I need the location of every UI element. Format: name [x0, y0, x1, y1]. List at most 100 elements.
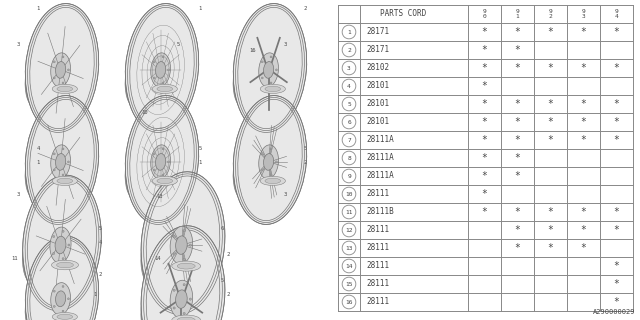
- Ellipse shape: [152, 176, 177, 186]
- Text: *: *: [580, 63, 586, 73]
- Text: *: *: [614, 225, 620, 235]
- Ellipse shape: [265, 86, 280, 92]
- Text: *: *: [580, 135, 586, 145]
- Circle shape: [270, 174, 272, 176]
- Text: 3: 3: [284, 43, 287, 47]
- Text: 28101: 28101: [366, 117, 389, 126]
- Text: 3: 3: [204, 276, 207, 281]
- Text: 28111B: 28111B: [366, 207, 394, 217]
- Text: 8: 8: [347, 156, 351, 161]
- Text: *: *: [481, 189, 488, 199]
- Text: *: *: [580, 99, 586, 109]
- Text: 28171: 28171: [366, 28, 389, 36]
- Circle shape: [153, 169, 156, 171]
- Circle shape: [53, 169, 55, 171]
- Text: 12: 12: [345, 228, 353, 233]
- Circle shape: [68, 244, 70, 246]
- Text: 16: 16: [250, 47, 256, 52]
- Ellipse shape: [51, 53, 70, 87]
- Ellipse shape: [172, 315, 200, 320]
- Text: *: *: [548, 117, 554, 127]
- Text: 3: 3: [177, 193, 180, 197]
- Ellipse shape: [52, 176, 77, 186]
- Ellipse shape: [156, 61, 166, 78]
- Ellipse shape: [234, 96, 307, 224]
- Ellipse shape: [170, 280, 193, 318]
- Text: 9
4: 9 4: [614, 9, 618, 19]
- Circle shape: [162, 174, 164, 176]
- Text: *: *: [515, 135, 520, 145]
- Text: 3: 3: [284, 193, 287, 197]
- Text: *: *: [515, 153, 520, 163]
- Circle shape: [62, 230, 64, 232]
- Text: *: *: [614, 117, 620, 127]
- Circle shape: [52, 252, 55, 254]
- Text: 28111: 28111: [366, 226, 389, 235]
- Ellipse shape: [26, 236, 99, 320]
- Ellipse shape: [144, 267, 187, 320]
- Text: *: *: [614, 279, 620, 289]
- Text: 10: 10: [141, 109, 148, 115]
- Text: 3: 3: [17, 43, 20, 47]
- Ellipse shape: [259, 53, 278, 87]
- Ellipse shape: [260, 84, 285, 93]
- Circle shape: [67, 298, 69, 300]
- Circle shape: [62, 56, 64, 58]
- Circle shape: [275, 69, 277, 71]
- Circle shape: [62, 148, 64, 150]
- Text: 3: 3: [74, 276, 77, 281]
- Text: 1: 1: [198, 159, 202, 164]
- Bar: [338, 5, 633, 311]
- Circle shape: [53, 153, 55, 155]
- Text: 28111: 28111: [366, 244, 389, 252]
- Text: 28111: 28111: [366, 298, 389, 307]
- Circle shape: [168, 161, 170, 163]
- Ellipse shape: [128, 41, 165, 109]
- Text: *: *: [548, 135, 554, 145]
- Text: 11: 11: [12, 255, 19, 260]
- Ellipse shape: [177, 263, 195, 269]
- Text: *: *: [515, 99, 520, 109]
- Text: 2: 2: [303, 5, 307, 11]
- Ellipse shape: [52, 84, 77, 93]
- Ellipse shape: [56, 291, 66, 307]
- Ellipse shape: [264, 61, 274, 78]
- Text: *: *: [580, 243, 586, 253]
- Ellipse shape: [22, 175, 101, 311]
- Text: 4: 4: [347, 84, 351, 89]
- Text: *: *: [548, 63, 554, 73]
- Ellipse shape: [177, 317, 195, 320]
- Circle shape: [173, 235, 175, 237]
- Circle shape: [162, 82, 164, 84]
- Ellipse shape: [152, 84, 177, 93]
- Ellipse shape: [236, 133, 273, 201]
- Text: 2: 2: [99, 273, 102, 277]
- Text: *: *: [481, 117, 488, 127]
- Text: 28101: 28101: [366, 100, 389, 108]
- Circle shape: [173, 289, 175, 291]
- Text: *: *: [481, 171, 488, 181]
- Text: *: *: [614, 261, 620, 271]
- Ellipse shape: [151, 53, 170, 87]
- Text: 9
1: 9 1: [516, 9, 520, 19]
- Text: 5: 5: [347, 101, 351, 107]
- Ellipse shape: [259, 145, 278, 179]
- Text: 5: 5: [303, 146, 307, 150]
- Ellipse shape: [236, 41, 273, 109]
- Circle shape: [62, 174, 64, 176]
- Text: 28111: 28111: [366, 189, 389, 198]
- Ellipse shape: [170, 226, 193, 264]
- Text: *: *: [515, 45, 520, 55]
- Text: *: *: [548, 99, 554, 109]
- Circle shape: [183, 312, 186, 315]
- Ellipse shape: [56, 262, 74, 268]
- Text: *: *: [481, 135, 488, 145]
- Ellipse shape: [157, 86, 173, 92]
- Ellipse shape: [57, 178, 73, 184]
- Text: A290000029: A290000029: [593, 309, 635, 315]
- Ellipse shape: [50, 227, 71, 263]
- Ellipse shape: [56, 61, 66, 78]
- Ellipse shape: [144, 213, 187, 288]
- Circle shape: [153, 61, 156, 63]
- Ellipse shape: [125, 4, 198, 132]
